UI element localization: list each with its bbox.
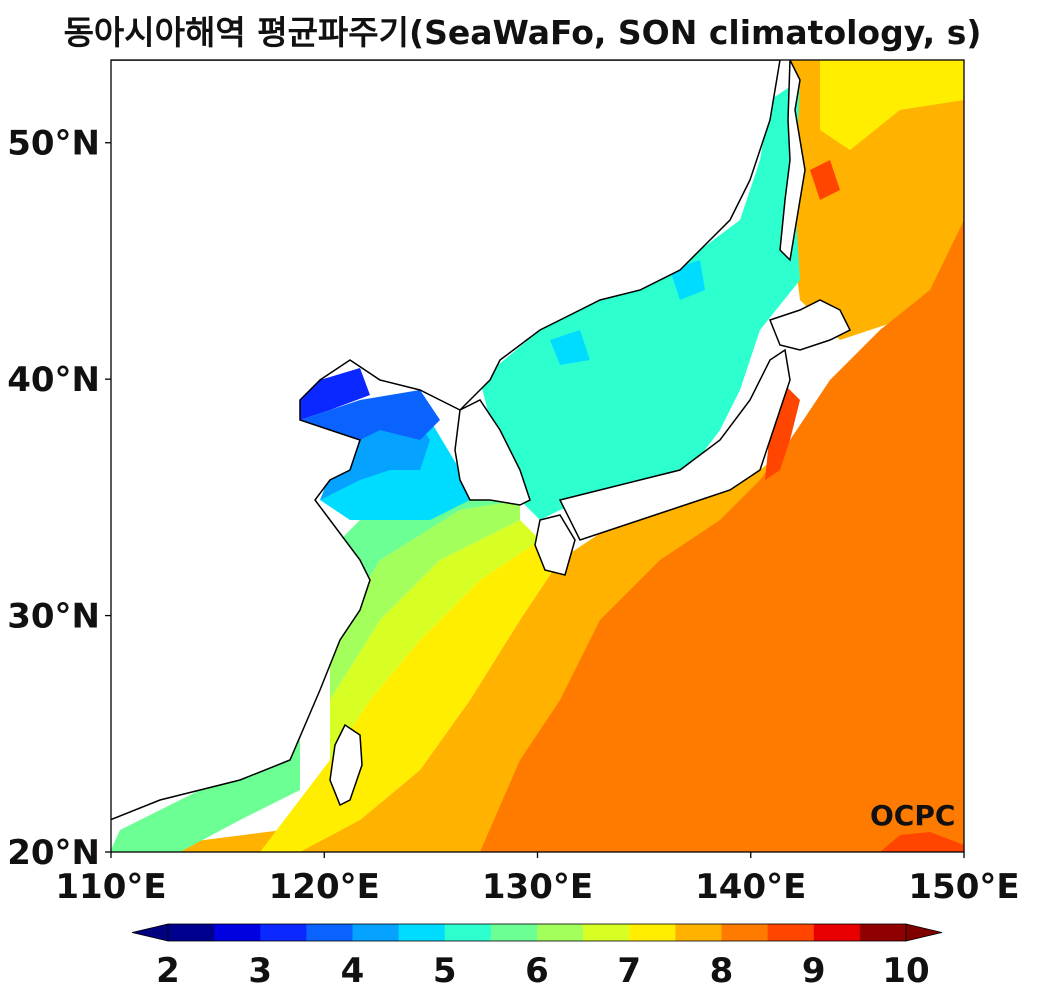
land-sakhalin [779,60,806,262]
colorbar-segment [629,924,676,941]
colorbar-label: 6 [525,951,549,991]
map-title: 동아시아해역 평균파주기(SeaWaFo, SON climatology, s… [63,13,982,52]
colorbar-label: 9 [802,951,826,991]
colorbar-label: 4 [341,951,365,991]
colorbar-segment [813,924,861,941]
lat-tick-label: 30°N [7,597,100,637]
colorbar-label: 3 [248,951,272,991]
colorbar-segment [583,924,630,941]
colorbar: 2 3 4 5 6 7 8 9 10 [131,923,943,991]
lon-tick-label: 130°E [482,867,593,907]
lon-tick-label: 120°E [269,867,380,907]
colorbar-segment [214,924,261,941]
contour-3.5 [280,368,370,420]
land-taiwan [329,723,363,807]
colorbar-segment [721,924,769,941]
colorbar-segment [306,924,353,941]
land-honshu [558,348,791,541]
colorbar-segment [168,924,215,941]
colorbar-segment [859,924,907,941]
contour-6.5 [330,500,520,700]
colorbar-label: 7 [617,951,641,991]
colorbar-segment [352,924,400,941]
contour-8.5 [480,220,964,852]
colorbar-label: 10 [882,951,929,991]
contour-7 [330,520,540,760]
contour-9 [765,380,800,480]
contour-7.5-north [820,60,964,150]
colorbar-extend-low [131,923,169,942]
contour-5.5-sea [480,80,800,520]
land-korea [454,399,531,506]
contour-9-north [810,160,840,200]
lat-tick-label: 50°N [7,124,100,164]
colorbar-frame [167,923,907,942]
land-hokkaido [769,299,852,351]
colorbar-segment [675,924,722,941]
colorbar-segment [537,924,584,941]
colorbar-label: 8 [710,951,734,991]
colorbar-segment [490,924,538,941]
colorbar-extend-high [905,923,943,942]
contour-9-corner [880,832,964,852]
land-kyushu [534,514,576,576]
lat-tick-label: 40°N [7,360,100,400]
ocpc-logo: OCPC [870,799,955,832]
latitude-ticks: 20°N 30°N 40°N 50°N [7,124,111,873]
longitude-ticks: 110°E 120°E 130°E 140°E 150°E [55,852,1020,907]
wave-period-field: OCPC [111,60,964,852]
lon-tick-label: 150°E [908,867,1019,907]
lon-tick-label: 140°E [695,867,806,907]
contour-5-sea [550,330,590,365]
lon-tick-label: 110°E [55,867,166,907]
colorbar-label: 5 [433,951,457,991]
land-asia [111,60,781,821]
colorbar-label: 2 [156,951,180,991]
colorbar-segment [260,924,307,941]
colorbar-segment [444,924,492,941]
lat-tick-label: 20°N [7,833,100,873]
colorbar-segment [767,924,815,941]
colorbar-segment [398,924,446,941]
